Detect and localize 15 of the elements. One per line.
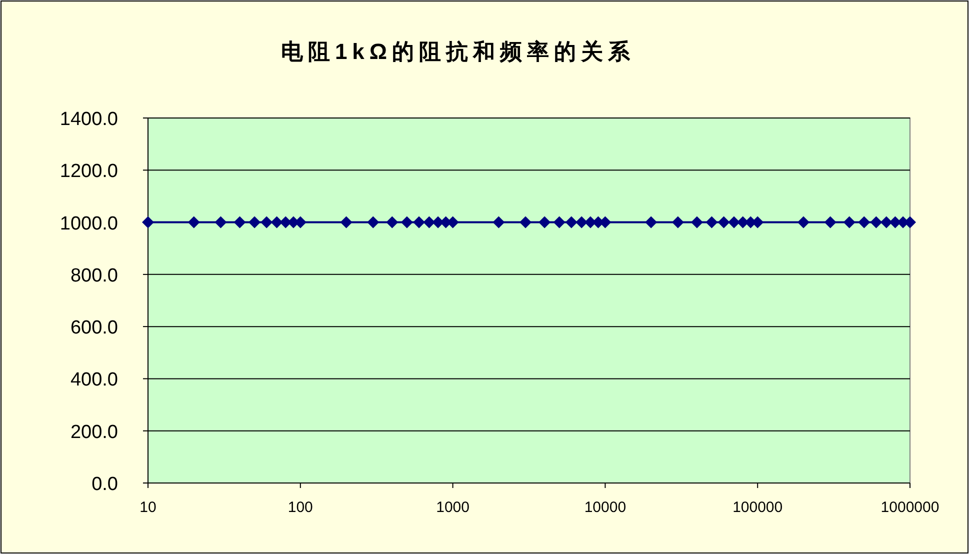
x-tick-label: 10 [140,499,156,516]
y-tick-label: 0.0 [92,474,118,495]
y-tick-label: 600.0 [70,318,118,339]
x-tick-label: 100000 [732,499,783,516]
x-tick-label: 10000 [584,499,626,516]
x-tick-label: 1000 [436,499,470,516]
y-tick-label: 800.0 [70,265,118,286]
y-tick-label: 1400.0 [60,109,118,130]
x-tick-label: 100 [288,499,313,516]
y-tick-label: 400.0 [70,370,118,391]
y-tick-label: 1000.0 [60,213,118,234]
x-tick-label: 1000000 [880,499,940,516]
y-tick-label: 1200.0 [60,161,118,182]
y-tick-label: 200.0 [70,422,118,443]
chart-title: 电阻1kΩ的阻抗和频率的关系 [280,39,636,64]
